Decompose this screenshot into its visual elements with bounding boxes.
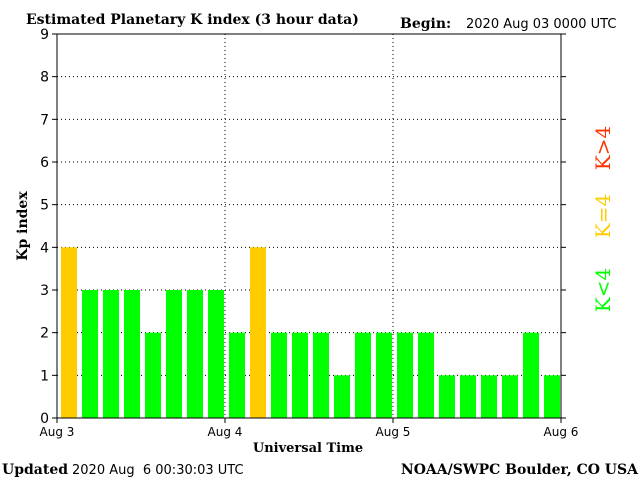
kp-bar <box>439 375 455 418</box>
y-tick-label: 7 <box>40 112 49 128</box>
kp-bar <box>460 375 476 418</box>
kp-bar <box>397 332 413 418</box>
y-tick-label: 8 <box>40 70 49 86</box>
x-tick-label: Aug 3 <box>40 425 75 439</box>
kp-bar <box>145 332 161 418</box>
x-ticks: Aug 3 Aug 4 Aug 5 Aug 6 <box>40 418 579 439</box>
kp-bar <box>61 247 77 418</box>
updated-label: Updated <box>2 462 68 478</box>
kp-bar <box>544 375 560 418</box>
kp-bar <box>187 290 203 418</box>
kp-bar <box>124 290 140 418</box>
x-tick-label: Aug 4 <box>208 425 243 439</box>
chart-title: Estimated Planetary K index (3 hour data… <box>26 12 359 28</box>
kp-bar <box>208 290 224 418</box>
y-tick-label: 3 <box>40 283 49 299</box>
kp-bar <box>229 332 245 418</box>
y-axis-label: Kp index <box>15 191 31 261</box>
kp-bar <box>250 247 266 418</box>
updated-value: 2020 Aug 6 00:30:03 UTC <box>72 463 244 478</box>
kp-bar <box>334 375 350 418</box>
kp-bar <box>376 332 392 418</box>
begin-value: 2020 Aug 03 0000 UTC <box>466 17 616 32</box>
y-tick-label: 2 <box>40 326 49 342</box>
y-tick-label: 6 <box>40 155 49 171</box>
kp-bar <box>502 375 518 418</box>
kp-bar <box>523 332 539 418</box>
grid-lines <box>57 34 561 418</box>
y-tick-label: 1 <box>40 368 49 384</box>
begin-label: Begin: <box>400 16 451 32</box>
bars-group <box>61 247 560 418</box>
kp-bar <box>481 375 497 418</box>
y-tick-label: 4 <box>40 240 49 256</box>
kp-bar <box>313 332 329 418</box>
plot-frame <box>56 33 562 419</box>
kp-bar <box>355 332 371 418</box>
y-tick-label: 9 <box>40 27 49 43</box>
x-tick-label: Aug 6 <box>544 425 579 439</box>
kp-bar <box>292 332 308 418</box>
legend-k-eq-4: K=4 <box>591 194 615 238</box>
y-tick-label: 0 <box>40 411 49 427</box>
legend-k-lt-4: K<4 <box>591 268 615 312</box>
kp-bar <box>418 332 434 418</box>
kp-bar <box>271 332 287 418</box>
kp-bar <box>103 290 119 418</box>
y-tick-label: 5 <box>40 198 49 214</box>
x-axis-label: Universal Time <box>253 441 363 456</box>
legend-k-gt-4: K>4 <box>591 126 615 170</box>
source-credit: NOAA/SWPC Boulder, CO USA <box>401 462 639 478</box>
x-tick-label: Aug 5 <box>376 425 411 439</box>
y-ticks: 0 1 2 3 4 5 6 7 8 9 <box>40 27 566 427</box>
kp-bar <box>166 290 182 418</box>
kp-bar <box>82 290 98 418</box>
